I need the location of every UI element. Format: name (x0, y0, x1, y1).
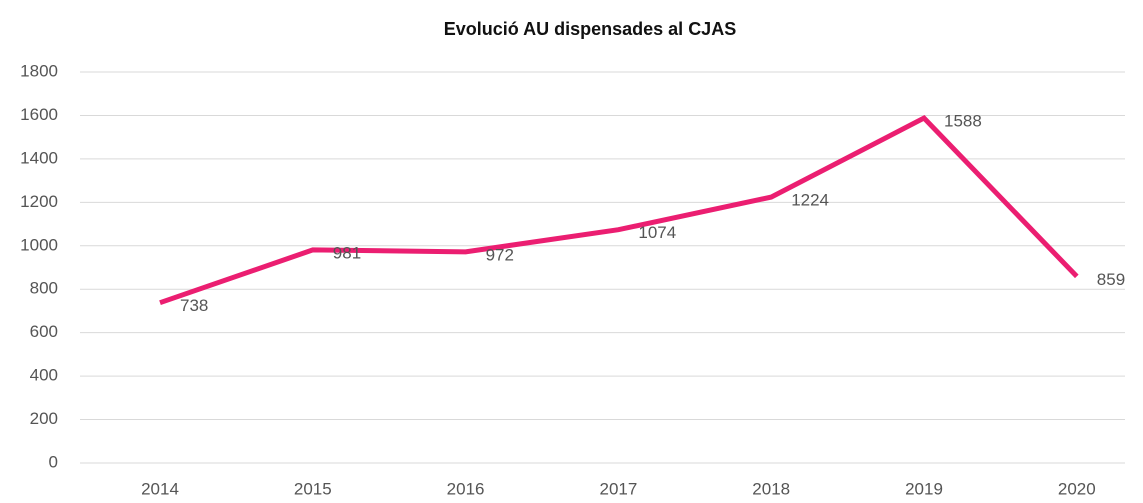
x-tick-label: 2020 (1058, 479, 1096, 498)
y-tick-label: 0 (49, 452, 58, 471)
y-tick-label: 1400 (20, 148, 58, 167)
data-label: 1224 (791, 191, 829, 210)
chart-title: Evolució AU dispensades al CJAS (444, 19, 736, 39)
data-label: 981 (333, 243, 361, 262)
y-tick-label: 600 (30, 322, 58, 341)
data-label: 859 (1097, 270, 1125, 289)
y-tick-label: 1200 (20, 192, 58, 211)
y-tick-label: 800 (30, 279, 58, 298)
x-tick-label: 2017 (599, 479, 637, 498)
y-tick-label: 200 (30, 409, 58, 428)
y-tick-label: 1600 (20, 105, 58, 124)
x-tick-label: 2019 (905, 479, 943, 498)
y-tick-label: 400 (30, 366, 58, 385)
data-label: 972 (486, 245, 514, 264)
data-label: 1588 (944, 112, 982, 131)
data-label: 1074 (638, 223, 676, 242)
y-tick-label: 1800 (20, 61, 58, 80)
x-tick-label: 2014 (141, 479, 179, 498)
y-tick-label: 1000 (20, 235, 58, 254)
x-tick-label: 2016 (447, 479, 485, 498)
x-tick-label: 2018 (752, 479, 790, 498)
line (159, 114, 1079, 306)
x-tick-label: 2015 (294, 479, 332, 498)
data-label: 738 (180, 296, 208, 315)
